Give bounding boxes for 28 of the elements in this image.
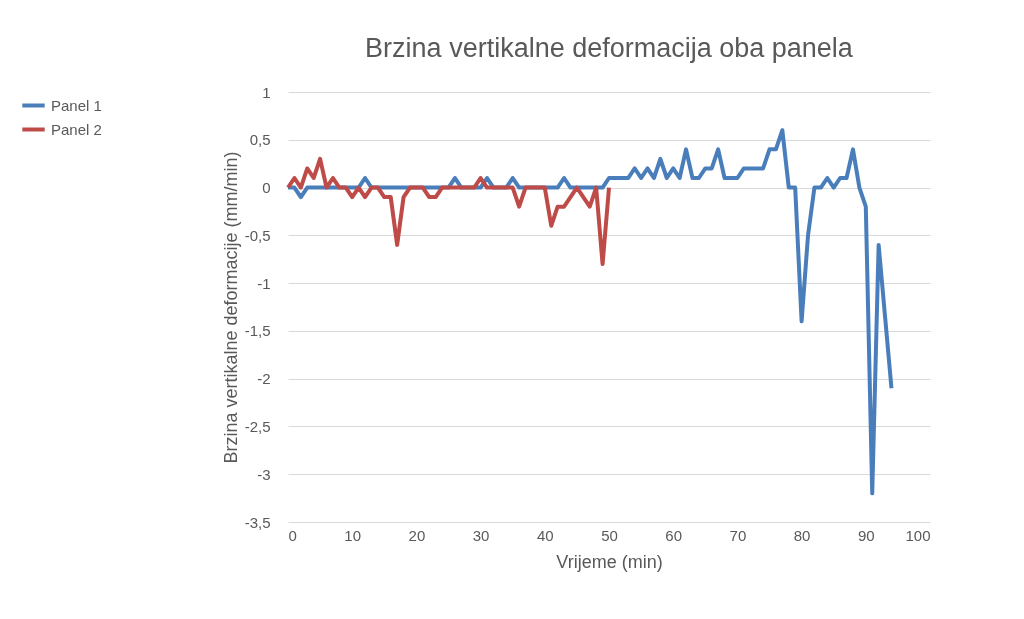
- legend-label: Panel 1: [51, 96, 102, 114]
- x-tick-label: 20: [408, 526, 426, 544]
- x-axis-title: Vrijeme (min): [556, 551, 663, 572]
- x-tick-label: 100: [905, 526, 931, 544]
- y-tick-label: -2,5: [244, 417, 271, 435]
- y-tick-label: -1: [257, 274, 271, 292]
- y-axis-title: Brzina vertikalne deformacije (mm/min): [220, 151, 241, 464]
- y-tick-label: 1: [262, 83, 271, 101]
- y-tick-label: 0: [262, 179, 271, 197]
- chart-title: Brzina vertikalne deformacija oba panela: [365, 33, 854, 63]
- x-tick-label: 60: [665, 526, 683, 544]
- x-tick-label: 50: [601, 526, 618, 544]
- x-tick-label: 70: [729, 526, 747, 544]
- y-tick-label: -3,5: [244, 513, 271, 531]
- x-tick-label: 90: [857, 526, 875, 544]
- y-tick-label: -3: [257, 465, 271, 483]
- y-tick-label: -1,5: [244, 322, 271, 340]
- x-tick-label: 30: [472, 526, 490, 544]
- x-tick-label: 10: [344, 526, 362, 544]
- line-series: [286, 128, 894, 496]
- x-tick-label: 40: [536, 526, 554, 544]
- x-tick-label: 80: [793, 526, 811, 544]
- y-tick-label: -2: [257, 370, 271, 388]
- y-tick-label: 0,5: [249, 131, 271, 149]
- x-tick-label: 0: [288, 526, 297, 544]
- y-tick-label: -0,5: [244, 226, 271, 244]
- legend-label: Panel 2: [51, 120, 102, 138]
- line-series: [286, 156, 611, 266]
